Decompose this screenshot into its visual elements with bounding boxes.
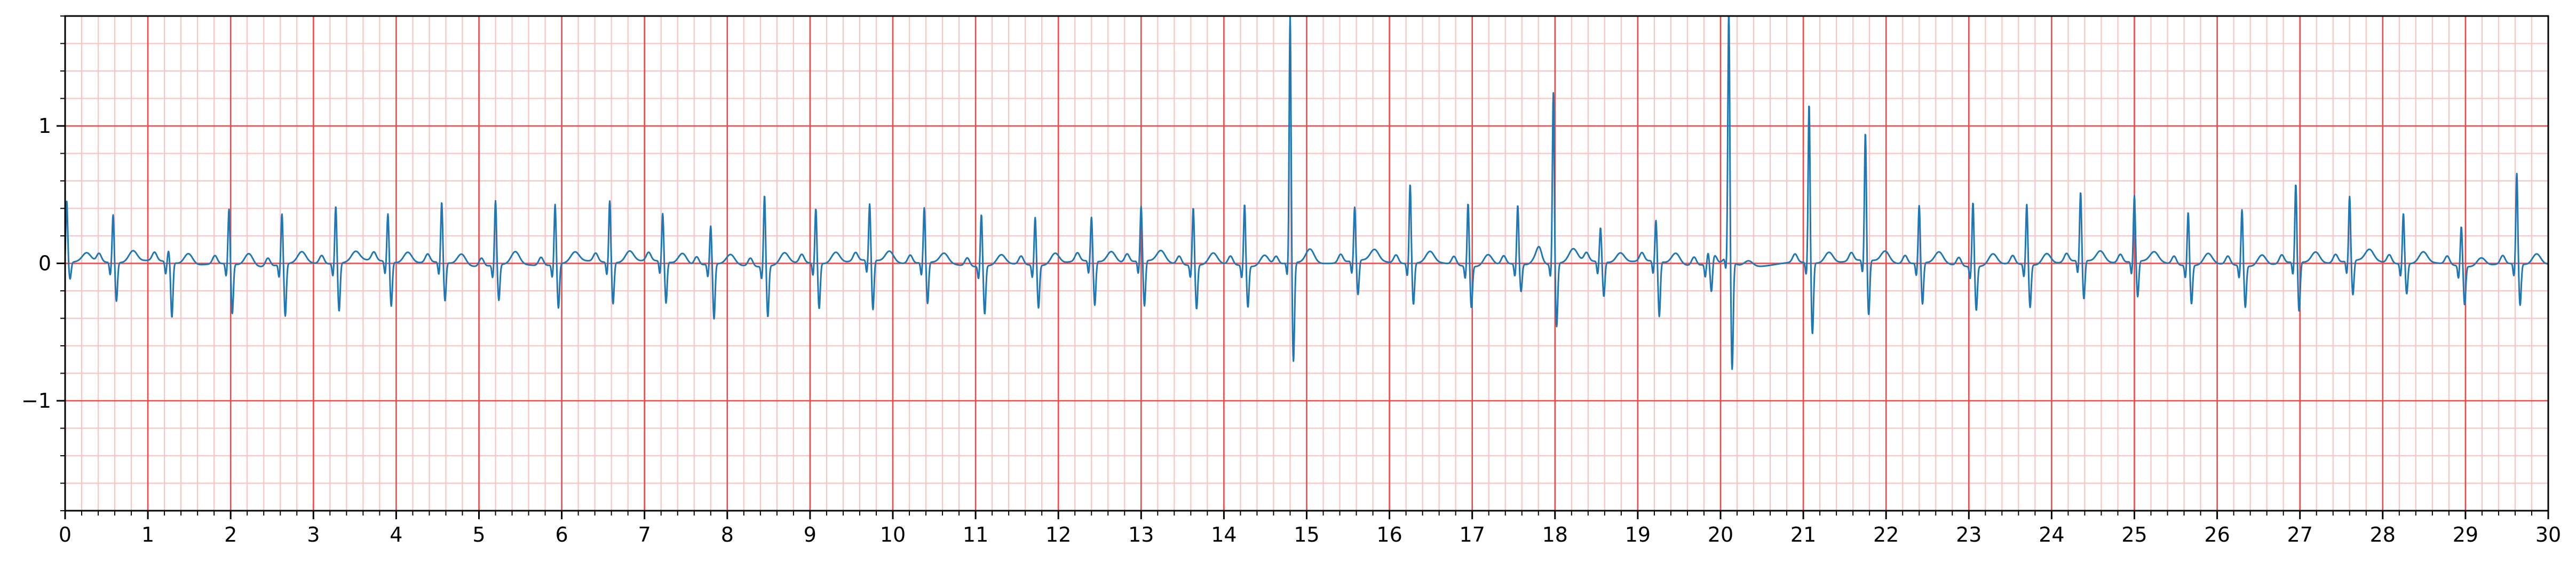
x-tick-label: 18 [1542, 523, 1568, 546]
x-tick-label: 26 [2204, 523, 2230, 546]
ecg-trace [65, 16, 2548, 370]
x-tick-label: 9 [804, 523, 817, 546]
x-tick-label: 0 [59, 523, 72, 546]
x-tick-label: 4 [390, 523, 402, 546]
x-tick-label: 30 [2535, 523, 2561, 546]
x-tick-label: 2 [224, 523, 237, 546]
major-grid [64, 16, 2549, 511]
x-tick-label: 24 [2039, 523, 2064, 546]
y-tick-label: 1 [38, 114, 51, 138]
y-tick-label: −1 [21, 389, 51, 413]
x-tick-label: 20 [1708, 523, 1733, 546]
x-tick-label: 6 [556, 523, 568, 546]
x-tick-label: 23 [1956, 523, 1981, 546]
x-tick-label: 16 [1376, 523, 1402, 546]
x-axis: 0 1 2 3 4 5 6 7 8 9 10 11 12 13 14 15 16 17 18 19 20 21 22 23 24… [59, 511, 2561, 546]
x-tick-label: 29 [2453, 523, 2478, 546]
y-tick-label: 0 [38, 252, 51, 275]
y-axis: −1 0 1 [21, 15, 65, 511]
x-tick-label: 10 [880, 523, 906, 546]
x-tick-label: 19 [1625, 523, 1651, 546]
x-tick-label: 14 [1211, 523, 1237, 546]
x-tick-label: 25 [2121, 523, 2147, 546]
x-tick-label: 12 [1045, 523, 1071, 546]
x-tick-label: 28 [2370, 523, 2396, 546]
x-tick-label: 21 [1790, 523, 1816, 546]
x-tick-label: 22 [1873, 523, 1899, 546]
x-tick-label: 11 [963, 523, 988, 546]
x-tick-label: 7 [638, 523, 651, 546]
x-tick-label: 8 [721, 523, 734, 546]
x-tick-label: 15 [1294, 523, 1319, 546]
x-tick-label: 27 [2287, 523, 2313, 546]
x-tick-label: 3 [307, 523, 320, 546]
x-tick-label: 13 [1128, 523, 1154, 546]
x-tick-label: 5 [472, 523, 485, 546]
ecg-series-layer [65, 16, 2548, 370]
x-tick-label: 17 [1460, 523, 1485, 546]
x-tick-label: 1 [141, 523, 154, 546]
